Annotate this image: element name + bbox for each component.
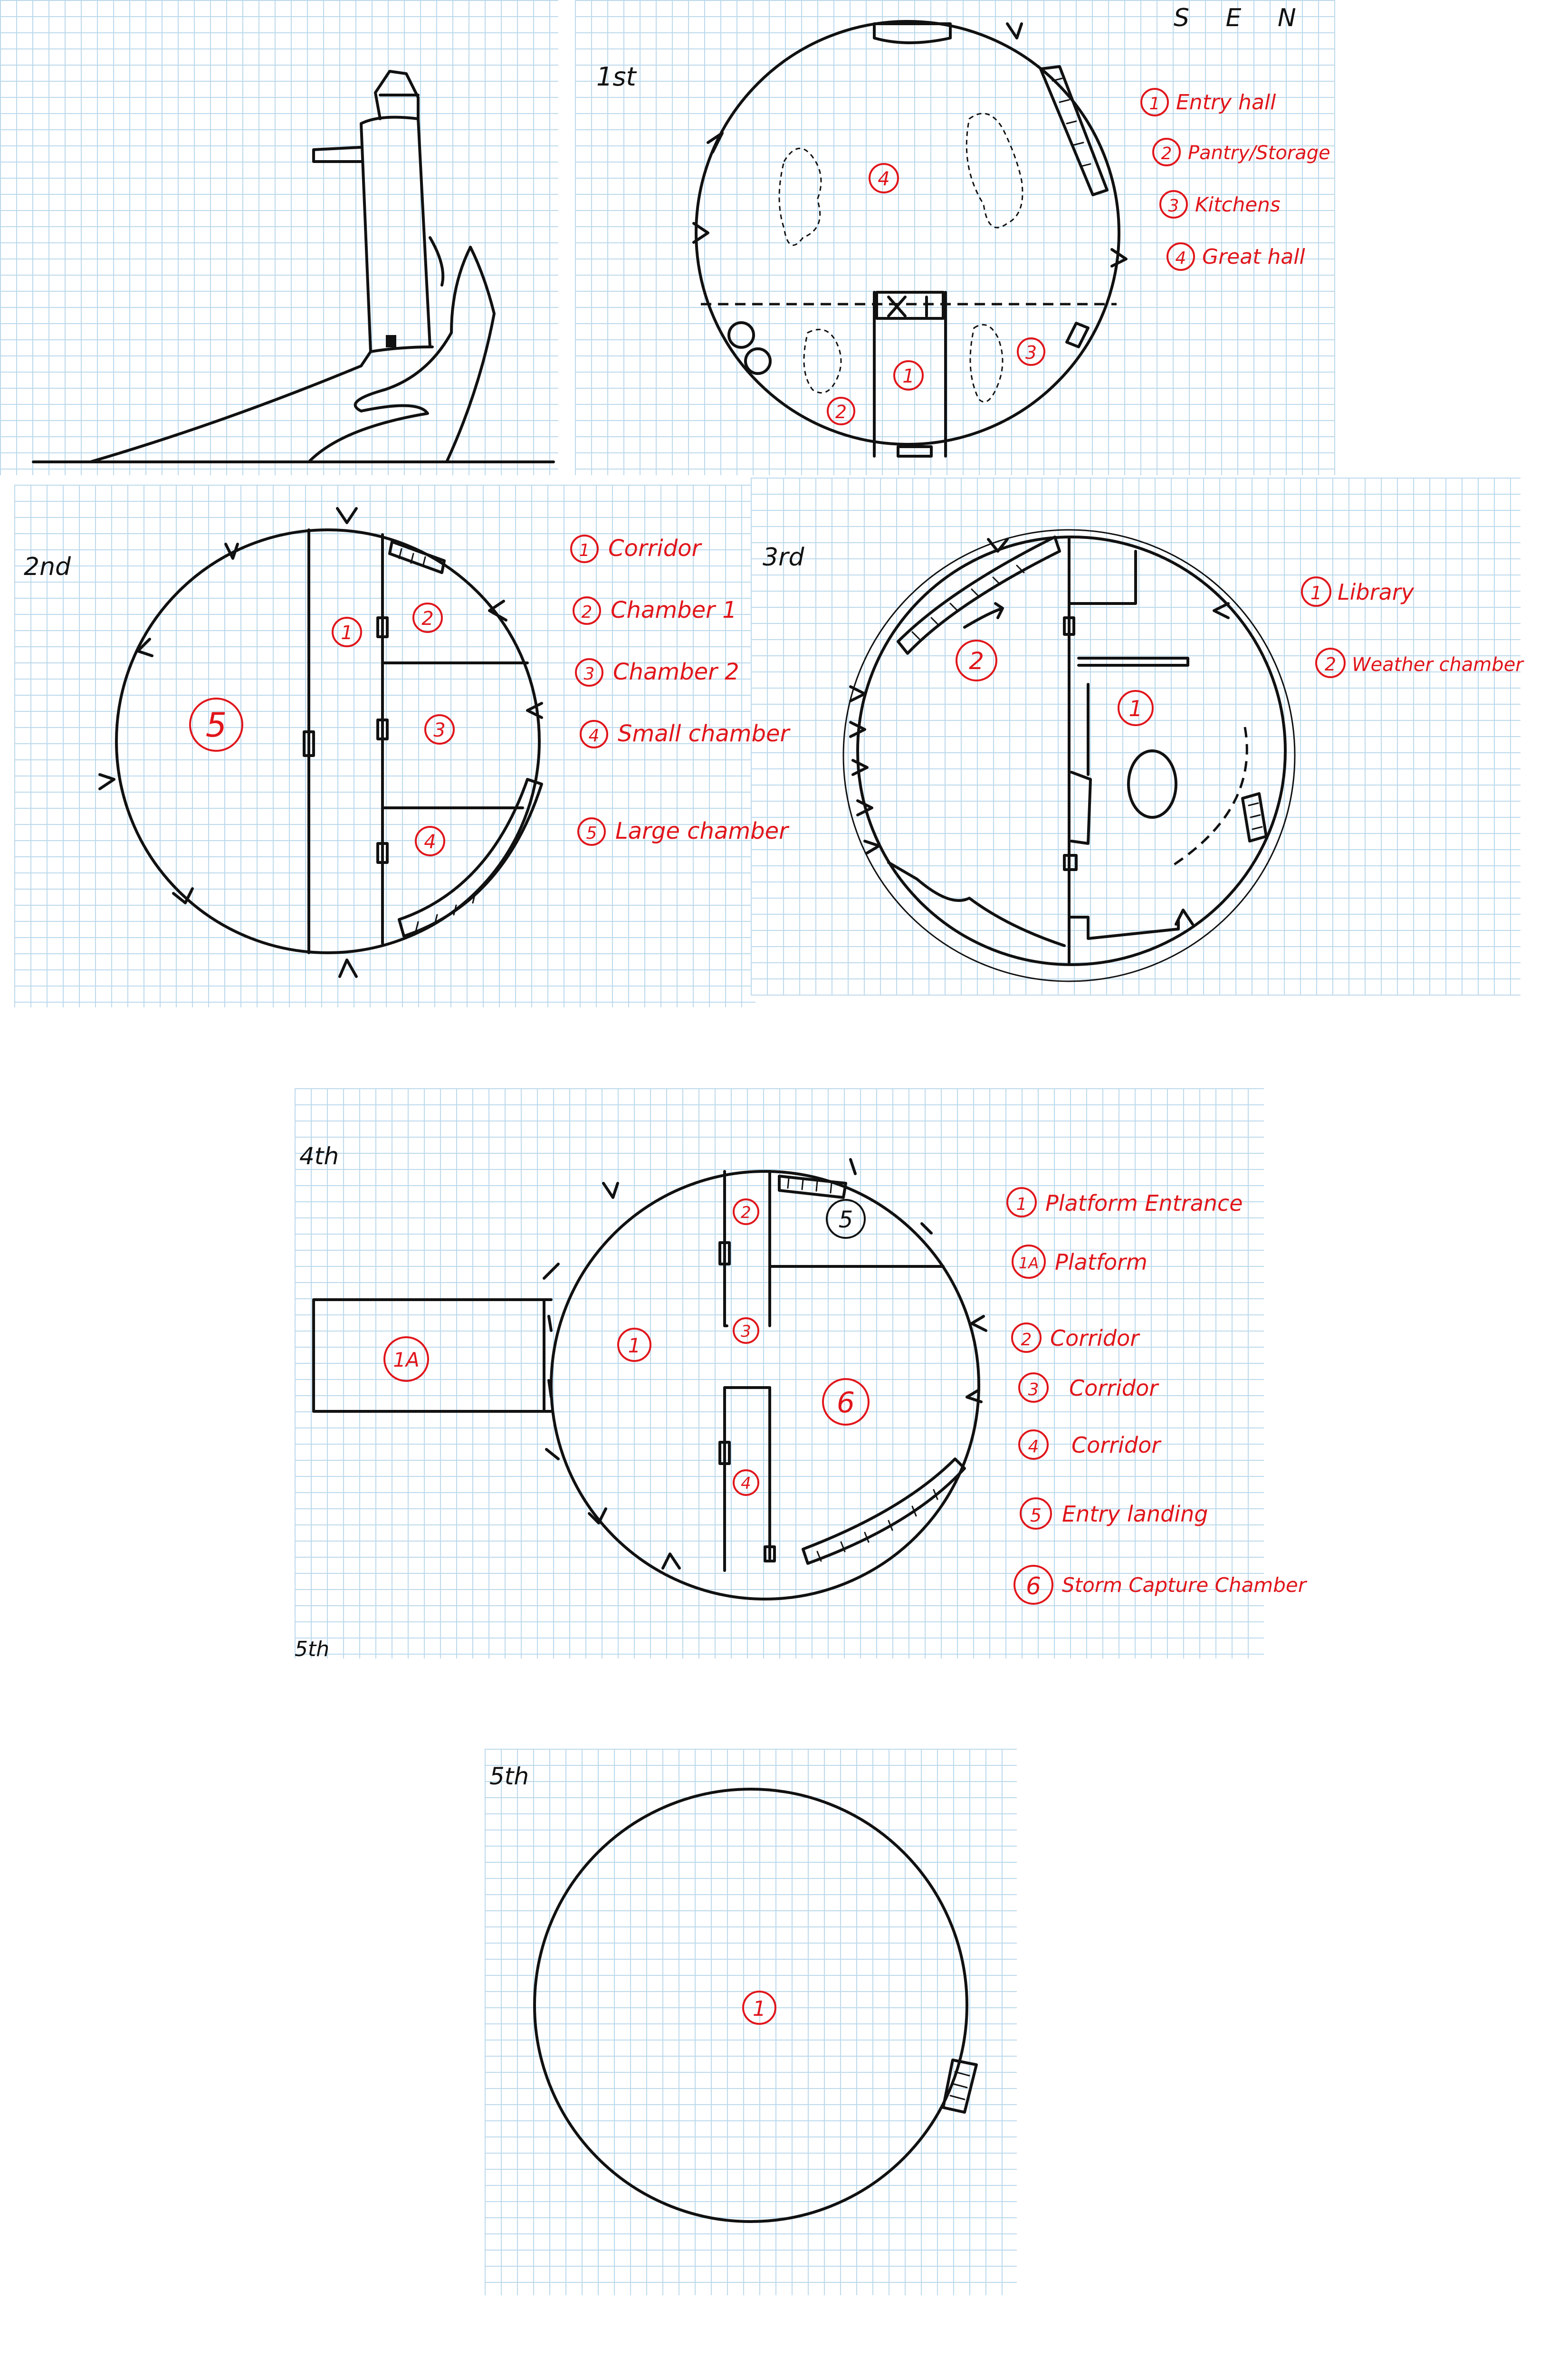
room-number-storm-capture: 6 [837,1386,855,1419]
room-number-chamber-2: 3 [433,719,445,741]
room-number-pantry: 2 [835,402,847,422]
room-number-entry-hall: 1 [902,365,914,387]
svg-text:4: 4 [1176,249,1186,268]
legend-corridor: Corridor [608,535,703,562]
svg-text:3: 3 [1168,196,1179,216]
svg-text:5: 5 [1030,1505,1042,1526]
sheet-second-floor [14,485,755,1007]
legend-storm-capture-chamber: Storm Capture Chamber [1062,1573,1308,1597]
second-floor-legend: 1 Corridor 2 Chamber 1 3 Chamber 2 4 Sma… [570,535,791,846]
legend-weather-chamber: Weather chamber [1352,654,1524,676]
legend-platform-entrance: Platform Entrance [1045,1190,1243,1216]
third-floor-legend: 1 Library 2 Weather chamber [1301,576,1524,678]
room-number-corridor: 1 [341,622,353,644]
lighthouse-sketch [32,70,555,463]
svg-text:2: 2 [1325,654,1336,675]
room-number-small-chamber: 4 [424,831,436,853]
room-number-corridor-4: 4 [741,1474,751,1493]
svg-text:2: 2 [1021,1330,1032,1350]
fourth-floor-legend: 1 Platform Entrance 1A Platform 2 Corrid… [1006,1187,1308,1605]
room-number-corridor-3: 3 [741,1322,751,1341]
room-number-entry-landing: 5 [839,1207,853,1233]
sheet-lighthouse [0,0,558,475]
legend-entry-hall: Entry hall [1176,90,1276,115]
first-floor-label: 1st [596,62,637,92]
first-floor-legend: 1 Entry hall 2 Pantry/Storage 3 Kitchens… [1140,88,1330,271]
second-floor-plan: 2nd 1 2 3 4 5 1 Corridor 2 Ch [24,507,791,978]
legend-chamber-2: Chamber 2 [613,659,739,685]
svg-text:3: 3 [584,664,595,684]
sheet-fifth-floor [485,1749,1017,2295]
legend-corridor-2: Corridor [1050,1325,1140,1351]
legend-great-hall: Great hall [1202,245,1306,269]
room-number-library: 1 [1128,696,1142,721]
room-number-kitchens: 3 [1025,342,1037,363]
svg-text:6: 6 [1026,1572,1041,1600]
svg-text:1A: 1A [1019,1254,1039,1272]
legend-kitchens: Kitchens [1195,193,1281,216]
svg-text:1: 1 [1310,583,1322,604]
first-floor-room-numbers: 4 1 2 3 [827,163,1045,425]
room-number-chamber-1: 2 [421,608,433,630]
svg-text:2: 2 [582,603,593,622]
second-floor-label: 2nd [24,553,71,581]
sheet-third-floor [751,478,1520,996]
svg-text:3: 3 [1028,1380,1039,1399]
third-floor-plan: 3rd 2 1 1 Library 2 Weather chamber [763,529,1524,982]
legend-corridor-4: Corridor [1071,1432,1162,1458]
fifth-floor-plan: 5th 1 [489,1763,978,2223]
svg-text:5: 5 [586,824,597,843]
legend-platform: Platform [1055,1249,1147,1275]
fifth-floor-label: 5th [489,1763,529,1790]
svg-text:2: 2 [1161,144,1172,163]
fourth-floor-room-numbers: 1A 1 2 3 4 5 6 [383,1198,870,1496]
svg-text:1: 1 [579,541,590,560]
svg-text:1: 1 [1149,94,1160,114]
svg-text:4: 4 [1028,1437,1039,1456]
legend-chamber-1: Chamber 1 [611,597,737,623]
room-number-large-chamber: 5 [206,706,227,745]
fourth-floor-plan: 4th 5th 1A 1 2 3 4 5 [295,1142,1308,1661]
fifth-floor-corner-label: 5th [295,1637,329,1661]
legend-large-chamber: Large chamber [615,818,790,844]
fourth-floor-label: 4th [299,1142,339,1170]
room-number-great-hall: 4 [878,168,889,190]
legend-corridor-3: Corridor [1069,1375,1159,1401]
third-floor-room-numbers: 2 1 [956,640,1154,726]
legend-library: Library [1338,579,1415,605]
room-number-fifth-floor: 1 [753,1997,766,2021]
third-floor-label: 3rd [763,543,804,572]
legend-small-chamber: Small chamber [618,720,791,747]
room-number-corridor-2: 2 [741,1203,751,1222]
room-number-platform: 1A [393,1348,419,1371]
svg-text:4: 4 [589,726,600,746]
room-number-weather-chamber: 2 [969,647,984,675]
room-number-platform-entrance: 1 [628,1334,641,1357]
legend-entry-landing: Entry landing [1062,1501,1208,1527]
compass-label: S E N [1174,4,1310,32]
first-floor-plan: 1st S E N 4 1 2 3 1 Entry hall [596,4,1330,458]
sheet-fourth-floor [295,1088,1264,1658]
second-floor-room-numbers: 1 2 3 4 5 [189,603,455,856]
legend-pantry-storage: Pantry/Storage [1188,142,1330,164]
svg-text:1: 1 [1016,1195,1027,1214]
